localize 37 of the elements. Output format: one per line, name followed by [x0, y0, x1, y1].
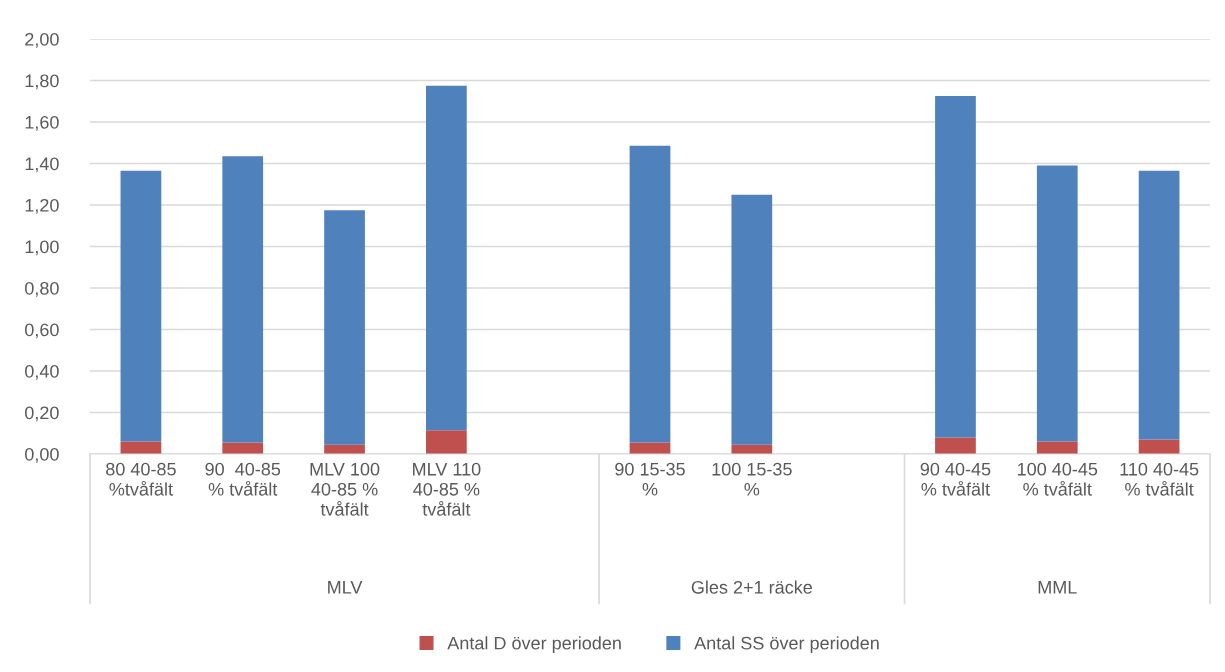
bar [324, 210, 365, 445]
x-tick-label: 100 40-45 % tvåfält [1017, 462, 1098, 496]
x-tick-label: 110 40-45 % tvåfält [1120, 462, 1199, 496]
y-tick-label: 0,40 [25, 364, 59, 380]
text: Gles 2+1 räcke [691, 580, 812, 594]
bar [120, 170, 162, 442]
bar [222, 156, 264, 443]
y-tick-label: 1,40 [25, 157, 59, 173]
legend-label: Antal SS över perioden [694, 636, 879, 654]
y-tick-label: 1,20 [25, 198, 59, 214]
bar [629, 145, 671, 443]
bar [935, 96, 976, 438]
x-tick-label: 100 15-35 % [712, 462, 792, 496]
y-tick-label: 0,80 [25, 281, 59, 297]
bar [731, 194, 773, 445]
text: MML [1038, 581, 1077, 594]
bar [1138, 439, 1180, 454]
x-tick-label: MLV 110 40-85 % tvåfält [413, 462, 481, 516]
x-tick-label: 90 40-85 % tvåfält [205, 462, 281, 496]
y-tick-label: 1,00 [25, 240, 59, 256]
legend-label: Antal D över perioden [447, 636, 621, 654]
bar [935, 437, 976, 454]
y-tick-label: 1,80 [25, 74, 59, 90]
y-tick-label: 2,00 [25, 32, 59, 48]
x-tick-label: 90 15-35 % [615, 462, 685, 496]
x-tick-label: 80 40-85 %tvåfält [106, 462, 176, 496]
x-tick-label: MLV 100 40-85 % tvåfält [310, 462, 380, 516]
y-tick-label: 0,00 [25, 447, 59, 463]
bar [426, 430, 467, 454]
text: MLV [328, 581, 363, 594]
bar [426, 85, 467, 431]
x-tick-label: 90 40-45 % tvåfält [920, 462, 991, 496]
y-tick-label: 1,60 [25, 115, 59, 131]
y-tick-label: 0,60 [25, 323, 59, 339]
y-tick-label: 0,20 [25, 406, 59, 422]
bar [1138, 170, 1180, 440]
bar [1036, 165, 1078, 442]
